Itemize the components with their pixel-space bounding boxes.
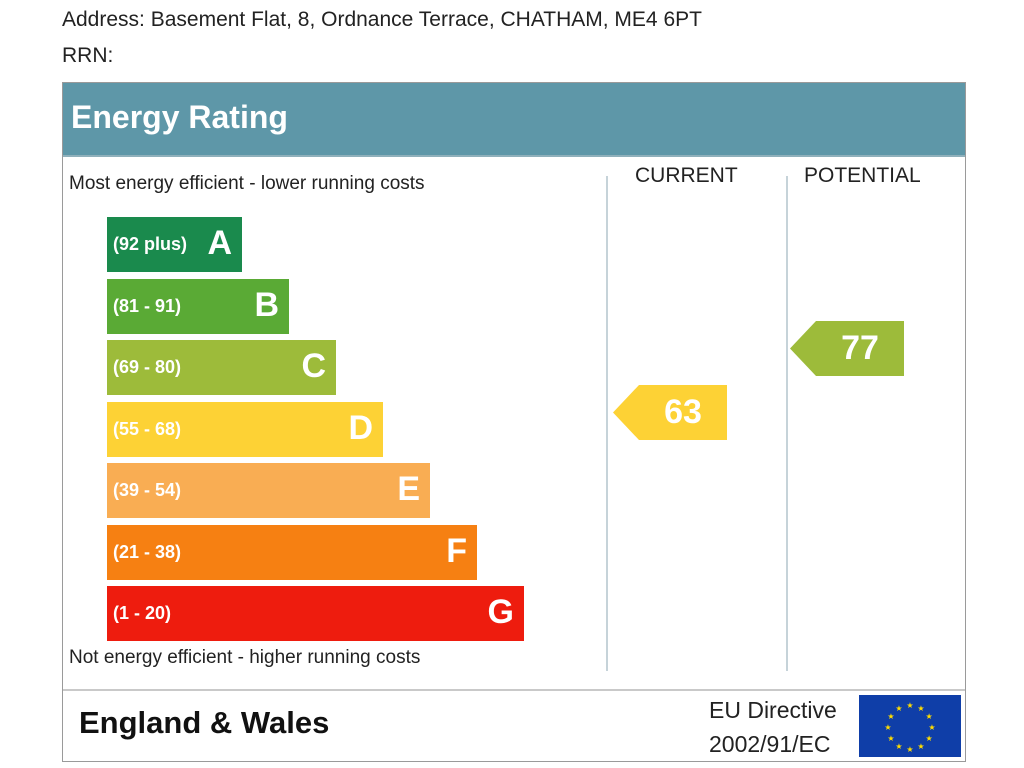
eu-star-icon: ★ [928,723,935,732]
eu-star-icon: ★ [925,734,932,743]
band-bar-f: (21 - 38) F [107,524,477,580]
rrn: RRN: [62,44,114,67]
band-letter: A [207,224,232,262]
directive-line1: EU Directive [709,697,837,723]
energy-rating-chart: Energy Rating Most energy efficient - lo… [62,82,966,762]
region-label: England & Wales [79,705,330,740]
directive-line2: 2002/91/EC [709,731,831,757]
eu-star-icon: ★ [895,742,902,751]
band-range: (81 - 91) [113,295,182,316]
column-divider [786,176,788,671]
band-letter: E [397,470,420,508]
eu-star-icon: ★ [884,723,891,732]
eu-star-icon: ★ [925,712,932,721]
band-bar-b: (81 - 91) B [107,278,289,334]
band-letter: D [348,408,373,447]
band-bar-c: (69 - 80) C [107,340,336,395]
eu-star-icon: ★ [887,712,894,721]
potential-rating-arrow: 77 [790,321,904,376]
eu-star-icon: ★ [887,734,894,743]
eu-star-icon: ★ [895,704,902,713]
band-letter: C [301,347,326,385]
band-letter: G [487,593,514,631]
band-range: (39 - 54) [113,480,182,500]
bottom-caption: Not energy efficient - higher running co… [69,647,421,668]
band-bar-g: (1 - 20) G [107,586,524,641]
band-letter: F [446,531,467,570]
chart-header: Energy Rating [63,83,965,157]
band-bar-e: (39 - 54) E [107,463,430,518]
band-range: (92 plus) [113,234,188,254]
current-column-header: CURRENT [635,164,738,187]
band-range: (69 - 80) [113,357,182,377]
band-range: (1 - 20) [113,603,172,623]
eu-star-icon: ★ [906,745,913,754]
eu-star-icon: ★ [906,701,913,710]
band-range: (55 - 68) [113,418,182,439]
band-range: (21 - 38) [113,541,182,562]
chart-title: Energy Rating [71,99,288,135]
chart-footer: England & Wales EU Directive 2002/91/EC … [63,689,965,763]
top-caption: Most energy efficient - lower running co… [69,173,425,194]
eu-star-icon: ★ [917,742,924,751]
band-bar-a: (92 plus) A [107,217,242,272]
current-rating-arrow: 63 [613,385,727,440]
eu-flag-icon: ★ ★ ★ ★ ★ ★ ★ ★ ★ ★ ★ ★ [859,695,961,757]
band-letter: B [254,285,279,324]
band-bar-d: (55 - 68) D [107,401,383,457]
column-divider [606,176,608,671]
potential-column-header: POTENTIAL [804,164,921,187]
eu-star-icon: ★ [917,704,924,713]
address: Address: Basement Flat, 8, Ordnance Terr… [62,8,702,31]
